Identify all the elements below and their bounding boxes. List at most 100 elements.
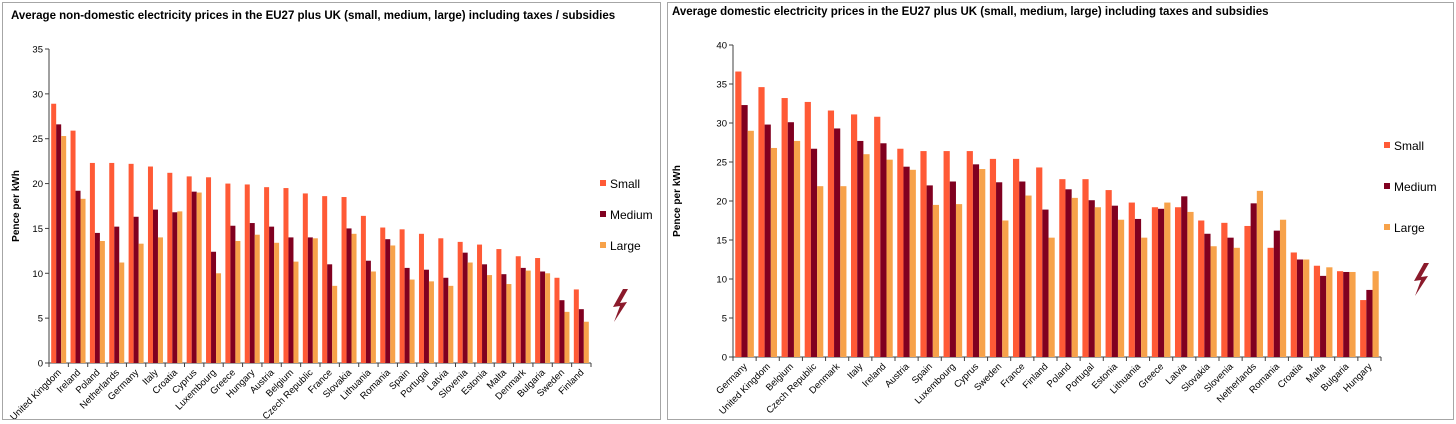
bar-large <box>1071 197 1078 357</box>
bar-medium <box>249 223 255 363</box>
bar-medium <box>365 260 371 363</box>
bar-large <box>1141 237 1148 357</box>
bar-medium <box>1343 271 1350 357</box>
bar-medium <box>443 277 449 363</box>
bar-large <box>1256 190 1264 357</box>
bar-large <box>293 261 299 363</box>
bar-large <box>1025 195 1032 357</box>
legend-swatch-small <box>1384 142 1390 148</box>
legend-label-large: Large <box>610 239 641 253</box>
bar-medium <box>880 143 887 357</box>
x-tick-label: United Kingdom <box>8 367 64 419</box>
y-axis-label: Pence per kWh <box>11 170 22 242</box>
bar-small <box>283 188 289 363</box>
bar-large <box>506 284 512 363</box>
bar-small <box>573 289 579 363</box>
bar-large <box>863 154 870 357</box>
bar-large <box>817 186 824 357</box>
bar-medium <box>1042 209 1049 357</box>
bar-small <box>554 277 560 363</box>
bar-medium <box>385 239 391 363</box>
bar-small <box>874 116 881 357</box>
domestic-chart: Average domestic electricity prices in t… <box>672 6 1437 417</box>
bar-large <box>351 233 357 363</box>
bar-small <box>109 162 115 363</box>
bar-large <box>390 245 396 363</box>
bar-large <box>1372 271 1379 357</box>
bar-medium <box>269 226 275 363</box>
bar-medium <box>404 267 410 363</box>
bar-medium <box>520 267 526 363</box>
bar-small <box>1151 207 1159 357</box>
bar-medium <box>152 209 158 363</box>
bar-small <box>758 87 765 358</box>
bar-small <box>1198 220 1205 357</box>
bar-large <box>1326 267 1333 357</box>
bar-medium <box>1134 218 1142 357</box>
bar-large <box>138 243 144 363</box>
y-tick-label: 30 <box>716 119 727 130</box>
bar-large <box>487 275 493 363</box>
bar-large <box>177 211 183 363</box>
legend-label-large: Large <box>1394 221 1425 235</box>
bar-large <box>235 240 241 363</box>
bar-small <box>1360 300 1367 357</box>
y-tick-label: 5 <box>722 314 727 325</box>
bar-small <box>827 110 835 358</box>
lightning-bolt-icon <box>1414 263 1429 296</box>
bar-small <box>225 183 231 363</box>
y-tick-label: 0 <box>722 353 727 364</box>
x-tick-label: Ireland <box>860 361 888 389</box>
bar-medium <box>1204 233 1211 357</box>
bar-large <box>448 285 454 363</box>
bar-small <box>1221 222 1228 357</box>
lightning-bolt-icon <box>613 289 628 322</box>
bar-large <box>80 198 86 363</box>
y-tick-label: 25 <box>716 158 727 169</box>
bar-large <box>955 204 963 357</box>
bar-medium <box>903 166 910 357</box>
bar-large <box>979 169 986 357</box>
bar-small <box>128 163 134 363</box>
bar-large <box>545 273 551 363</box>
bar-large <box>1303 259 1310 357</box>
bar-large <box>428 281 434 363</box>
bar-medium <box>56 124 62 363</box>
bar-small <box>244 184 250 363</box>
bar-large <box>747 130 754 357</box>
bar-medium <box>1158 208 1165 357</box>
x-tick-label: Finland <box>1021 361 1051 391</box>
bar-medium <box>996 182 1003 357</box>
bar-small <box>989 158 997 357</box>
bar-small <box>167 172 173 363</box>
bar-large <box>1164 202 1171 357</box>
bar-medium <box>1065 189 1072 357</box>
bar-medium <box>559 300 565 363</box>
bar-small <box>1036 167 1043 357</box>
y-tick-label: 30 <box>32 89 43 100</box>
bar-medium <box>834 128 841 357</box>
bar-small <box>70 130 76 363</box>
non-domestic-chart: Average non-domestic electricity prices … <box>8 10 652 419</box>
legend-label-medium: Medium <box>1394 180 1437 194</box>
bar-medium <box>1320 275 1327 357</box>
bar-small <box>1267 247 1274 357</box>
bar-medium <box>578 309 584 363</box>
bar-medium <box>75 190 81 363</box>
bar-medium <box>288 237 294 363</box>
bar-large <box>1187 211 1194 357</box>
x-tick-label: Greece <box>1136 361 1166 391</box>
bar-large <box>1349 271 1356 357</box>
bar-small <box>1082 179 1089 357</box>
bar-small <box>804 101 811 357</box>
bar-medium <box>211 251 217 363</box>
bar-medium <box>94 232 100 363</box>
y-tick-label: 25 <box>32 134 43 145</box>
bar-large <box>99 240 105 363</box>
bar-large <box>1279 219 1287 357</box>
chart-title: Average domestic electricity prices in t… <box>672 6 1268 18</box>
bar-small <box>438 238 444 363</box>
bar-small <box>1244 225 1251 357</box>
y-tick-label: 15 <box>32 224 43 235</box>
legend-label-small: Small <box>1394 139 1424 153</box>
